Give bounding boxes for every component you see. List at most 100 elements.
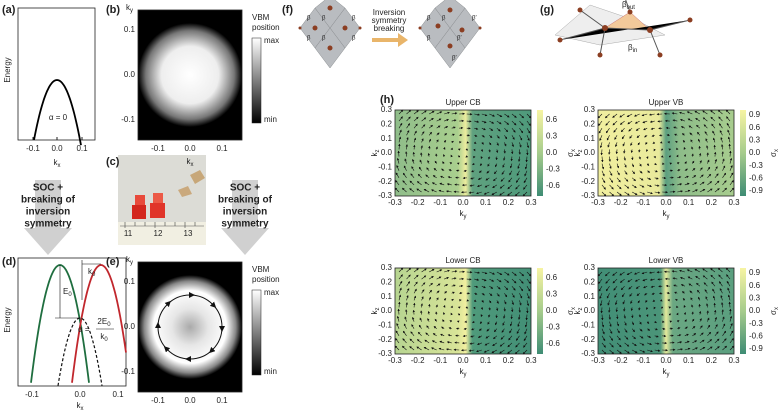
spin-arrow — [523, 184, 528, 190]
spin-arrow — [612, 278, 618, 284]
spin-arrow — [504, 293, 508, 298]
x-tick-label: -0.3 — [388, 356, 402, 365]
spin-arrow — [697, 289, 701, 294]
sigma-map — [395, 268, 531, 354]
spin-arrow — [511, 120, 517, 126]
spin-arrow — [729, 180, 734, 186]
spin-arrow — [695, 275, 701, 280]
spin-arrow — [729, 323, 733, 329]
spin-arrow — [409, 346, 415, 351]
spin-arrow — [698, 296, 701, 301]
beta-in: βin — [628, 43, 637, 53]
spin-arrow — [488, 307, 491, 311]
spin-arrow — [468, 349, 475, 352]
spin-arrow — [727, 129, 731, 136]
spin-arrow — [413, 274, 419, 280]
spin-arrow — [616, 191, 622, 196]
spin-arrow — [699, 160, 702, 164]
spin-arrow — [398, 301, 401, 308]
spin-arrow — [684, 340, 690, 344]
spin-arrow — [420, 303, 424, 308]
spin-arrow — [519, 300, 522, 306]
spin-arrow — [433, 167, 437, 171]
spin-arrow — [509, 328, 513, 334]
spin-arrow — [451, 291, 455, 294]
spin-arrow — [410, 173, 415, 179]
spin-arrow — [511, 293, 515, 298]
spin-arrow — [638, 156, 641, 160]
spin-arrow — [712, 137, 716, 143]
spin-arrow — [519, 278, 524, 284]
spin-arrow — [444, 277, 449, 280]
panel-label: (a) — [2, 4, 16, 16]
ruler-label: 11 — [124, 229, 133, 238]
spin-arrow — [517, 163, 520, 169]
spin-arrow — [626, 113, 633, 117]
spin-arrow — [441, 168, 445, 171]
spin-arrow — [631, 191, 638, 195]
spin-arrow — [420, 145, 424, 150]
spin-arrow — [428, 138, 431, 143]
x-label-main: k — [460, 367, 465, 376]
alpha-den: k0 — [100, 332, 108, 342]
x-label-main: k — [54, 158, 59, 167]
spin-arrow — [395, 338, 400, 344]
panel-title: Lower VB — [649, 256, 684, 265]
spin-arrow — [612, 120, 618, 126]
spin-arrow — [502, 321, 505, 326]
spin-arrow — [436, 297, 439, 301]
spin-arrow — [474, 271, 480, 274]
annotation: α = 0 — [49, 113, 68, 122]
spin-arrow — [209, 346, 216, 354]
spin-arrow — [526, 135, 530, 141]
spin-arrow — [635, 127, 640, 131]
spin-arrow — [495, 321, 498, 326]
spin-arrow — [722, 323, 726, 329]
x-label-main: k — [77, 401, 82, 410]
spin-arrow — [434, 160, 438, 164]
spin-arrow — [677, 183, 683, 186]
spin-arrow — [718, 281, 723, 287]
spin-arrow — [409, 338, 415, 344]
spin-arrow — [597, 271, 603, 277]
spin-arrow — [419, 317, 422, 322]
beta-in-sub: in — [633, 48, 638, 54]
x-label: kx — [187, 157, 194, 167]
spin-arrow — [630, 307, 634, 312]
spin-arrow — [660, 313, 664, 316]
spin-arrow — [681, 133, 685, 136]
spin-arrow — [398, 136, 402, 143]
spin-arrow — [653, 155, 656, 159]
x-tick-label: -0.1 — [151, 144, 165, 153]
spin-arrow — [474, 134, 478, 137]
spin-arrow — [411, 324, 415, 329]
y-label-sub: y — [130, 260, 133, 266]
spin-arrow — [440, 333, 445, 337]
spin-arrow — [496, 120, 502, 125]
axes — [394, 267, 532, 355]
spin-arrow — [413, 110, 419, 115]
spin-arrow — [446, 341, 452, 344]
x-tick-label: -0.2 — [614, 356, 628, 365]
spin-arrow — [622, 300, 625, 305]
spin-arrow — [654, 342, 660, 345]
spin-arrow — [654, 328, 658, 331]
panel-label: (f) — [282, 4, 293, 16]
colorbar-label: σx — [566, 307, 576, 315]
spin-arrow — [428, 117, 434, 122]
y-tick-label: 0.1 — [381, 134, 393, 143]
spin-arrow — [406, 130, 410, 136]
spin-arrow — [687, 118, 693, 122]
spin-arrow — [637, 300, 641, 304]
spin-arrow — [519, 113, 525, 119]
spin-arrow — [684, 182, 690, 186]
spin-arrow — [495, 307, 499, 312]
spin-arrow — [609, 328, 613, 334]
y-label-sub: z — [375, 150, 381, 153]
spin-arrow — [209, 301, 217, 308]
alpha-den-main: k — [100, 332, 105, 341]
spin-arrow — [711, 281, 716, 287]
spin-arrow — [525, 314, 528, 321]
colorbar-label-main: σ — [769, 152, 778, 157]
spin-arrow — [451, 140, 454, 144]
